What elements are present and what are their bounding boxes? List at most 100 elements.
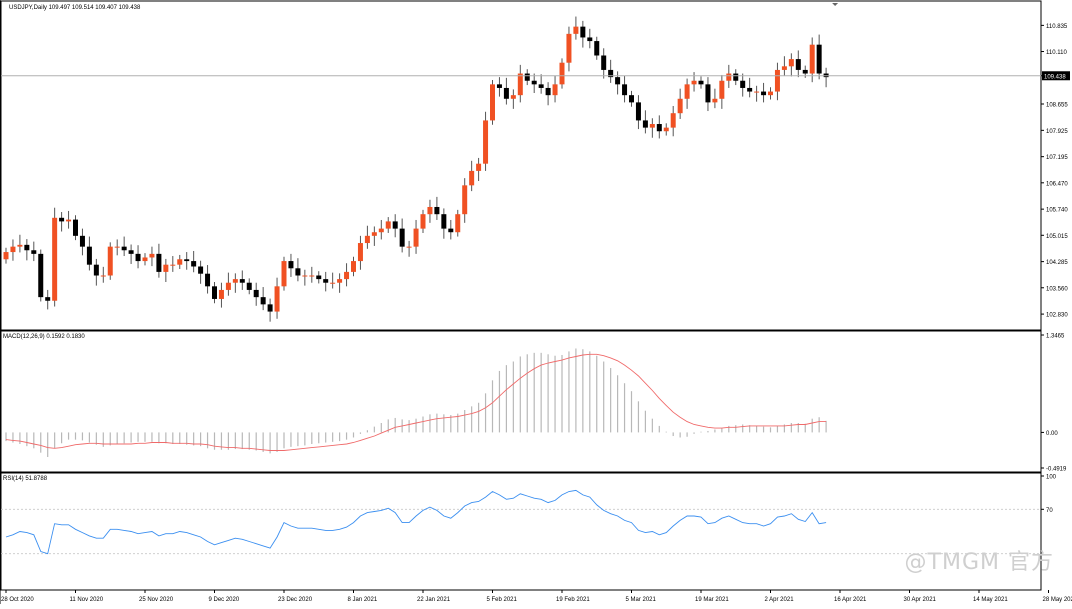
candle-body — [483, 120, 488, 163]
candle-body — [775, 70, 780, 92]
candle-body — [560, 63, 565, 85]
candle-body — [337, 279, 342, 283]
candle-body — [205, 274, 210, 287]
candle-body — [532, 81, 537, 85]
candle-body — [434, 207, 439, 214]
candle-body — [414, 229, 419, 247]
candle-body — [469, 171, 474, 185]
candle-body — [817, 45, 822, 74]
x-tick-label: 19 Mar 2021 — [695, 597, 729, 603]
candle-body — [490, 84, 495, 120]
candle-body — [664, 128, 669, 132]
x-tick-label: 11 Nov 2020 — [70, 597, 104, 603]
candle-body — [393, 221, 398, 228]
y-tick-label: 110.110 — [1046, 50, 1067, 56]
macd-y-tick-label: 1.3465 — [1046, 334, 1065, 340]
x-tick-label: 28 May 2021 — [1043, 597, 1072, 603]
candle-body — [719, 81, 724, 99]
x-tick-label: 2 Apr 2021 — [765, 597, 795, 603]
x-tick-label: 19 Feb 2021 — [556, 597, 590, 603]
candle-body — [692, 81, 697, 85]
rsi-pane-frame — [1, 473, 1041, 590]
candle-body — [45, 297, 50, 301]
candle-body — [747, 88, 752, 92]
candle-body — [629, 95, 634, 102]
candle-body — [622, 84, 627, 95]
candle-body — [678, 99, 683, 113]
candle-body — [59, 218, 64, 222]
candle-body — [455, 214, 460, 232]
candle-body — [685, 84, 690, 98]
macd-pane-frame — [1, 331, 1041, 472]
x-tick-label: 23 Dec 2020 — [278, 597, 313, 603]
x-tick-label: 8 Jan 2021 — [348, 597, 378, 603]
candle-body — [587, 37, 592, 41]
candle-body — [643, 120, 648, 127]
candle-body — [615, 77, 620, 84]
candle-body — [518, 74, 523, 96]
candle-body — [768, 92, 773, 96]
candle-body — [699, 81, 704, 85]
candle-body — [365, 236, 370, 243]
candle-body — [379, 229, 384, 233]
rsi-y-tick-label: 70 — [1046, 508, 1053, 514]
x-tick-label: 22 Jan 2021 — [417, 597, 451, 603]
candle-body — [344, 272, 349, 279]
candle-body — [4, 252, 9, 259]
candle-body — [73, 220, 78, 236]
candle-body — [275, 286, 280, 311]
candle-body — [268, 304, 273, 311]
candle-body — [497, 84, 502, 88]
x-tick-label: 9 Dec 2020 — [209, 597, 240, 603]
candle-body — [782, 66, 787, 70]
candle-body — [316, 276, 321, 280]
candle-body — [372, 232, 377, 236]
y-tick-label: 104.285 — [1046, 260, 1068, 266]
candle-body — [351, 261, 356, 272]
candle-body — [712, 99, 717, 103]
candle-body — [504, 88, 509, 99]
candle-body — [129, 250, 134, 254]
candle-body — [80, 236, 85, 247]
candle-body — [177, 259, 182, 264]
candle-body — [10, 247, 15, 252]
candle-body — [705, 84, 710, 102]
candle-body — [24, 245, 29, 250]
price-chart-title: USDJPY,Daily 109.497 109.514 109.407 109… — [9, 5, 141, 11]
candle-body — [136, 254, 141, 261]
candle-body — [657, 124, 662, 131]
candle-body — [52, 218, 57, 301]
candle-body — [441, 214, 446, 228]
watermark: @TMGM 官方 — [905, 544, 1054, 576]
candle-body — [740, 81, 745, 88]
y-tick-label: 102.830 — [1046, 313, 1068, 319]
candle-body — [31, 250, 36, 254]
y-tick-label: 103.560 — [1046, 286, 1068, 292]
candle-body — [122, 247, 127, 251]
x-tick-label: 25 Nov 2020 — [139, 597, 174, 603]
candle-body — [101, 276, 106, 277]
candle-body — [247, 283, 252, 290]
candle-body — [309, 276, 314, 277]
candle-body — [594, 41, 599, 55]
candle-body — [636, 102, 641, 120]
candle-body — [108, 247, 113, 276]
candle-body — [66, 220, 71, 222]
price-pane-frame — [1, 1, 1041, 330]
candle-body — [17, 245, 22, 247]
candle-body — [240, 279, 245, 283]
candle-body — [601, 55, 606, 69]
macd-title: MACD(12,26,9) 0.1592 0.1830 — [3, 334, 85, 340]
current-price-label: 109.438 — [1044, 74, 1066, 80]
candle-body — [233, 279, 238, 283]
candle-body — [302, 276, 307, 277]
candle-body — [761, 92, 766, 96]
candle-body — [400, 229, 405, 247]
candle-body — [650, 124, 655, 128]
candle-body — [386, 221, 391, 228]
candle-body — [156, 254, 161, 272]
candle-body — [810, 45, 815, 74]
candle-body — [143, 257, 148, 261]
candle-body — [115, 247, 120, 248]
